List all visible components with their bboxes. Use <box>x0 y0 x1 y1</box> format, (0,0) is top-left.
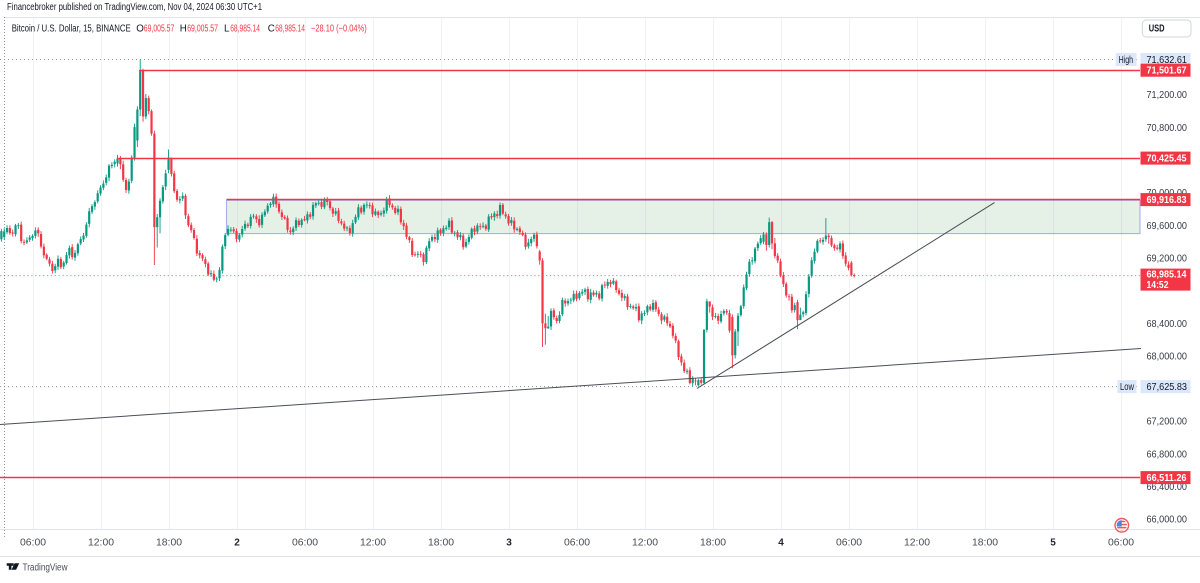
svg-text:14:52: 14:52 <box>1147 280 1169 291</box>
svg-text:68,000.00: 68,000.00 <box>1147 351 1188 362</box>
svg-text:5: 5 <box>1050 538 1056 549</box>
svg-text:H: H <box>180 24 187 35</box>
svg-text:69,916.83: 69,916.83 <box>1147 195 1188 206</box>
svg-text:18:00: 18:00 <box>972 538 999 549</box>
svg-text:68,985.14: 68,985.14 <box>230 24 260 35</box>
svg-text:69,005.57: 69,005.57 <box>144 24 175 35</box>
svg-text:68,985.14: 68,985.14 <box>275 24 305 35</box>
svg-text:67,200.00: 67,200.00 <box>1147 417 1188 428</box>
svg-text:High: High <box>1119 55 1134 66</box>
svg-text:C: C <box>268 24 275 35</box>
svg-text:12:00: 12:00 <box>360 538 387 549</box>
svg-text:70,425.45: 70,425.45 <box>1147 153 1188 164</box>
svg-text:L: L <box>224 24 230 35</box>
svg-text:66,511.26: 66,511.26 <box>1147 473 1188 484</box>
svg-text:66,800.00: 66,800.00 <box>1147 449 1188 460</box>
svg-text:71,632.61: 71,632.61 <box>1147 55 1188 66</box>
svg-text:Low: Low <box>1120 382 1135 393</box>
svg-text:Financebroker published on Tra: Financebroker published on TradingView.c… <box>7 2 262 13</box>
svg-text:06:00: 06:00 <box>1108 538 1135 549</box>
svg-text:06:00: 06:00 <box>564 538 591 549</box>
svg-text:71,501.67: 71,501.67 <box>1147 66 1187 77</box>
svg-text:69,005.57: 69,005.57 <box>187 24 218 35</box>
svg-text:06:00: 06:00 <box>292 538 319 549</box>
svg-text:06:00: 06:00 <box>836 538 863 549</box>
svg-text:71,200.00: 71,200.00 <box>1147 90 1188 101</box>
svg-text:69,200.00: 69,200.00 <box>1147 253 1188 264</box>
svg-text:69,600.00: 69,600.00 <box>1147 221 1188 232</box>
svg-text:3: 3 <box>506 538 512 549</box>
svg-text:12:00: 12:00 <box>632 538 659 549</box>
svg-text:O: O <box>136 24 144 35</box>
svg-text:18:00: 18:00 <box>156 538 183 549</box>
svg-text:4: 4 <box>778 538 784 549</box>
svg-text:−28.10 (−0.04%): −28.10 (−0.04%) <box>311 24 367 35</box>
svg-text:06:00: 06:00 <box>20 538 47 549</box>
svg-text:68,985.14: 68,985.14 <box>1147 270 1188 281</box>
svg-text:18:00: 18:00 <box>428 538 455 549</box>
svg-text:Bitcoin / U.S. Dollar, 15, BIN: Bitcoin / U.S. Dollar, 15, BINANCE <box>12 24 131 35</box>
svg-text:66,000.00: 66,000.00 <box>1147 515 1188 526</box>
svg-text:66,400.00: 66,400.00 <box>1147 482 1188 493</box>
svg-text:12:00: 12:00 <box>88 538 115 549</box>
svg-text:12:00: 12:00 <box>904 538 931 549</box>
svg-text:2: 2 <box>234 538 240 549</box>
svg-text:TradingView: TradingView <box>23 563 69 574</box>
svg-text:USD: USD <box>1149 24 1165 35</box>
svg-text:18:00: 18:00 <box>700 538 727 549</box>
svg-text:68,400.00: 68,400.00 <box>1147 319 1188 330</box>
svg-text:67,625.83: 67,625.83 <box>1147 382 1188 393</box>
svg-text:70,800.00: 70,800.00 <box>1147 123 1188 134</box>
